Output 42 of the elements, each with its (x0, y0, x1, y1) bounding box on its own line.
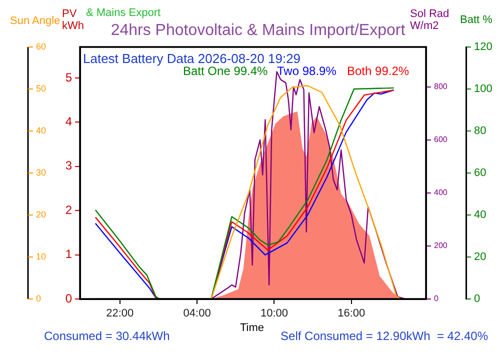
y-axis-title: Sun Angle (10, 15, 60, 28)
annotation: Batt One 99.4% (183, 64, 268, 78)
y2-tick-label: 800 (434, 82, 448, 91)
y-tick-label: 30 (36, 167, 46, 178)
y-tick-label: 2 (65, 202, 72, 217)
annotation: Both 99.2% (347, 64, 410, 78)
x-tick-label: 16:00 (338, 308, 366, 320)
y-tick-label: 4 (65, 114, 72, 128)
y-axis-title: PV kWh (62, 8, 85, 32)
y2-tick-label: 600 (434, 135, 448, 144)
x-axis-title: Time (240, 322, 264, 334)
y2-tick-label: 0 (434, 294, 439, 304)
text: Self Consumed = 12.90kWh = 42.40% (280, 329, 488, 344)
y-tick-label: 40 (36, 125, 46, 136)
y3-tick-label: 0 (474, 293, 480, 306)
y3-tick-label: 100 (474, 83, 492, 96)
y3-tick-label: 80 (474, 125, 486, 138)
y-tick-label: 0 (65, 291, 72, 306)
y-tick-label: 0 (36, 293, 42, 304)
y-tick-label: 3 (65, 158, 72, 173)
x-tick-label: 22:00 (106, 308, 134, 320)
y3-tick-label: 120 (474, 41, 492, 54)
text: & Mains Export (86, 7, 161, 20)
y3-axis-title: Batt % (460, 14, 492, 26)
y2-tick-label: 200 (434, 241, 448, 250)
y-tick-label: 10 (36, 251, 46, 262)
x-tick-label: 10:00 (260, 308, 288, 320)
y3-tick-label: 40 (474, 209, 486, 222)
y-tick-label: 60 (36, 41, 46, 52)
y2-axis-title: Sol Rad W/m2 (410, 8, 450, 32)
x-tick-label: 04:00 (183, 308, 211, 320)
y3-tick-label: 20 (474, 251, 486, 264)
annotation: Two 98.9% (277, 64, 336, 78)
text: Consumed = 30.44kWh (44, 329, 170, 344)
y-tick-label: 5 (65, 70, 72, 84)
y3-tick-label: 60 (474, 167, 486, 180)
y-tick-label: 50 (36, 83, 46, 94)
annotation: Latest Battery Data 2026-08-20 19:29 (83, 51, 301, 66)
y2-tick-label: 400 (434, 188, 448, 198)
y-tick-label: 20 (36, 209, 46, 220)
y-tick-label: 1 (65, 247, 72, 262)
chart-title: 24hrs Photovoltaic & Mains Import/Export (110, 22, 406, 39)
